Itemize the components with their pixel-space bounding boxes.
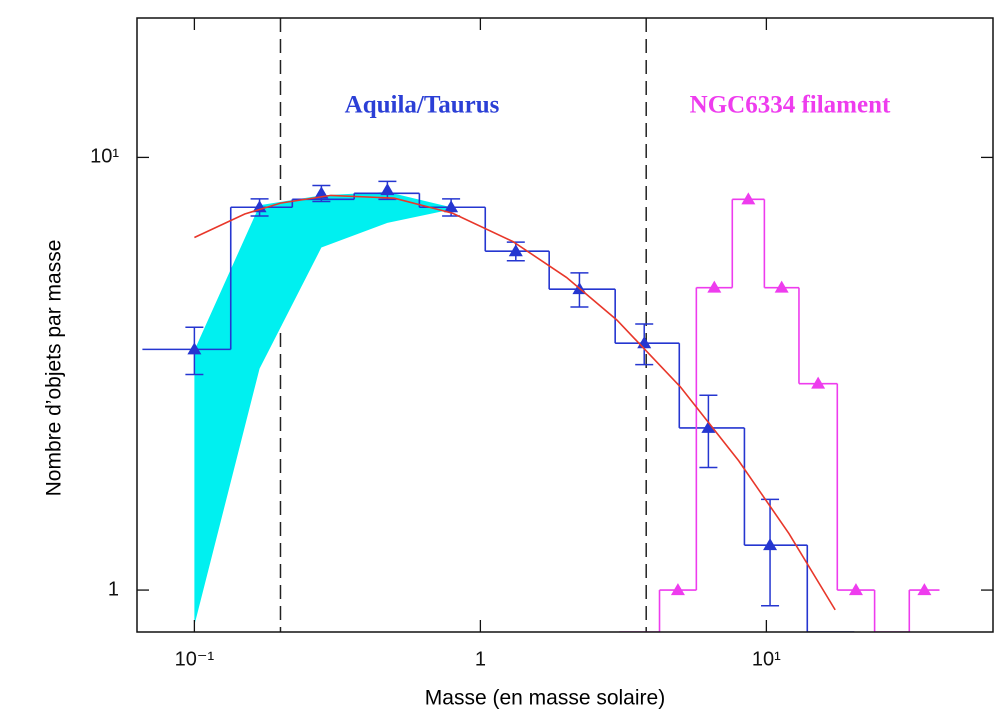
y-tick-label: 1 — [108, 578, 119, 600]
marker — [444, 200, 459, 213]
marker — [314, 186, 329, 199]
marker — [670, 583, 685, 596]
annotation: Aquila/Taurus — [345, 92, 500, 119]
marker — [380, 183, 395, 196]
marker — [774, 280, 789, 293]
marker — [701, 420, 716, 433]
marker — [508, 244, 523, 257]
frame — [136, 17, 994, 633]
marker — [848, 583, 863, 596]
band — [194, 191, 452, 626]
annotation: NGC6334 filament — [690, 92, 891, 119]
y-axis-label: Nombre d’objets par masse — [43, 240, 66, 497]
marker — [811, 376, 826, 389]
y-tick-label: 10¹ — [90, 146, 119, 168]
x-tick-label: 10⁻¹ — [175, 648, 215, 670]
marker — [763, 538, 778, 551]
marker — [917, 583, 932, 596]
marker — [707, 280, 722, 293]
fit-curve — [194, 194, 836, 611]
x-tick-label: 1 — [475, 648, 486, 670]
marker — [741, 192, 756, 205]
plot-area — [142, 18, 940, 632]
x-tick-label: 10¹ — [752, 648, 781, 670]
x-axis-label: Masse (en masse solaire) — [425, 687, 665, 710]
marker — [187, 342, 202, 355]
